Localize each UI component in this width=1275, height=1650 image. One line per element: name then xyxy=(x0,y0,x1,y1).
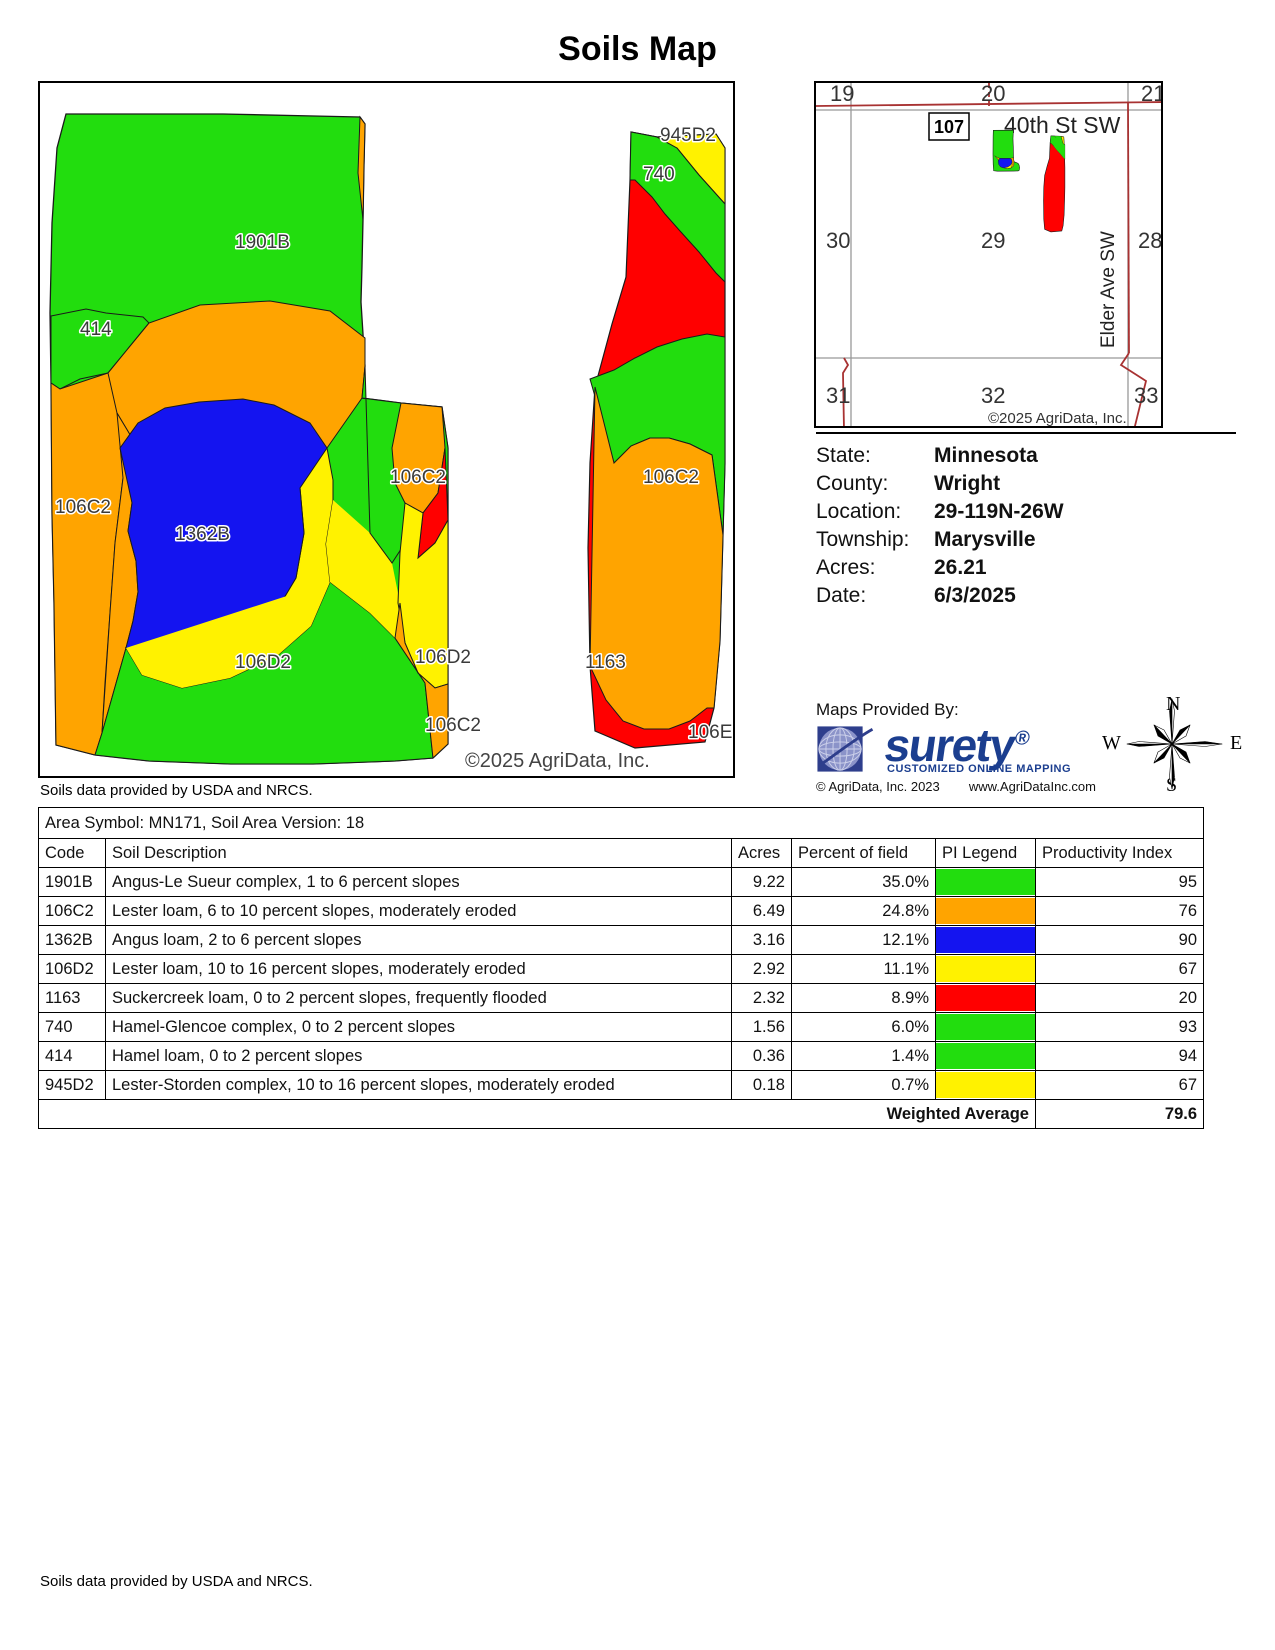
svg-text:945D2: 945D2 xyxy=(660,125,716,146)
svg-text:©2025 AgriData, Inc.: ©2025 AgriData, Inc. xyxy=(988,410,1127,427)
svg-text:32: 32 xyxy=(981,383,1005,408)
svg-text:1362B: 1362B xyxy=(175,524,230,545)
svg-text:30: 30 xyxy=(826,228,850,253)
svg-text:29: 29 xyxy=(981,228,1005,253)
svg-text:21: 21 xyxy=(1141,83,1163,106)
svg-text:40th St SW: 40th St SW xyxy=(1004,112,1121,138)
svg-text:31: 31 xyxy=(826,383,850,408)
svg-text:106C2: 106C2 xyxy=(425,715,481,736)
svg-text:W: W xyxy=(1102,732,1121,754)
svg-text:19: 19 xyxy=(830,83,854,106)
svg-text:107: 107 xyxy=(934,117,964,137)
svg-text:1163: 1163 xyxy=(585,652,626,673)
svg-text:106C2: 106C2 xyxy=(55,497,111,518)
svg-text:106C2: 106C2 xyxy=(643,467,699,488)
svg-text:©2025 AgriData, Inc.: ©2025 AgriData, Inc. xyxy=(465,750,650,772)
svg-text:28: 28 xyxy=(1138,228,1162,253)
svg-text:414: 414 xyxy=(80,319,112,340)
svg-text:1901B: 1901B xyxy=(235,232,290,253)
svg-text:106D2: 106D2 xyxy=(235,652,291,673)
svg-text:106C2: 106C2 xyxy=(390,467,446,488)
svg-text:740: 740 xyxy=(643,164,675,185)
svg-text:106D2: 106D2 xyxy=(415,647,471,668)
svg-text:106E: 106E xyxy=(688,722,732,743)
svg-text:Elder Ave SW: Elder Ave SW xyxy=(1098,231,1119,348)
svg-text:33: 33 xyxy=(1134,383,1158,408)
svg-text:E: E xyxy=(1230,732,1242,754)
svg-text:20: 20 xyxy=(981,83,1005,106)
